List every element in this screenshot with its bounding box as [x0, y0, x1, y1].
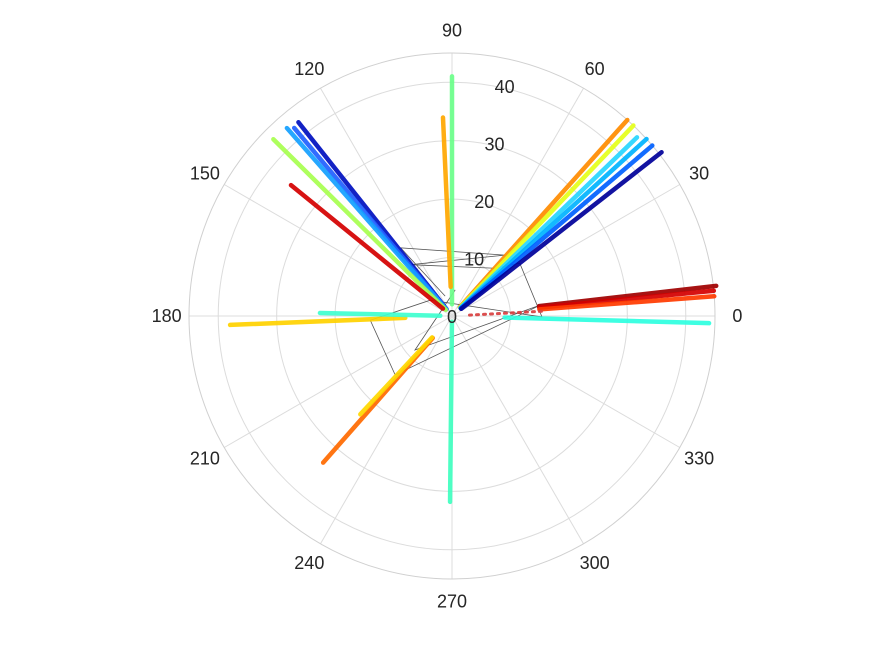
theta-gridline — [320, 315, 453, 545]
data-ray — [447, 319, 455, 505]
r-gridcircle — [188, 52, 716, 580]
theta-gridline — [451, 184, 681, 317]
data-ray — [502, 315, 712, 326]
data-ray — [440, 115, 453, 290]
theta-gridline — [223, 184, 453, 317]
theta-gridline — [451, 315, 584, 545]
theta-tick-label: 30 — [689, 163, 709, 183]
data-rays — [227, 74, 719, 505]
r-tick-label: 20 — [474, 192, 494, 212]
theta-tick-label: 90 — [442, 21, 462, 41]
data-ray — [271, 136, 449, 313]
theta-gridline — [320, 87, 453, 317]
data-ray — [468, 309, 547, 317]
data-ray — [227, 315, 408, 328]
theta-tick-label: 300 — [580, 553, 610, 573]
data-ray — [537, 294, 717, 312]
theta-gridline — [451, 87, 584, 317]
theta-tick-label: 150 — [190, 163, 220, 183]
theta-tick-label: 120 — [294, 59, 324, 79]
theta-tick-label: 210 — [190, 449, 220, 469]
data-ray — [288, 182, 446, 311]
r-tick-label: 10 — [464, 249, 484, 269]
r-tick-label: 30 — [484, 134, 504, 154]
data-ray — [358, 335, 435, 417]
r-tick-label: 40 — [495, 77, 515, 97]
data-ray — [458, 150, 664, 312]
theta-tick-label: 60 — [585, 59, 605, 79]
data-ray — [317, 310, 443, 318]
theta-tick-label: 240 — [294, 553, 324, 573]
data-ray — [537, 288, 717, 310]
theta-tick-label: 0 — [732, 306, 742, 326]
data-ray — [284, 125, 449, 312]
theta-gridline — [223, 315, 453, 448]
theta-tick-label: 330 — [684, 449, 714, 469]
theta-gridline — [451, 315, 681, 448]
theta-tick-label: 180 — [152, 306, 182, 326]
r-tick-label: 0 — [447, 307, 457, 327]
theta-tick-label: 270 — [437, 591, 467, 611]
tick-labels: 0 30 60 90 120 150 180 210 240 270 300 330 0 10 20 30 40 — [152, 21, 743, 612]
